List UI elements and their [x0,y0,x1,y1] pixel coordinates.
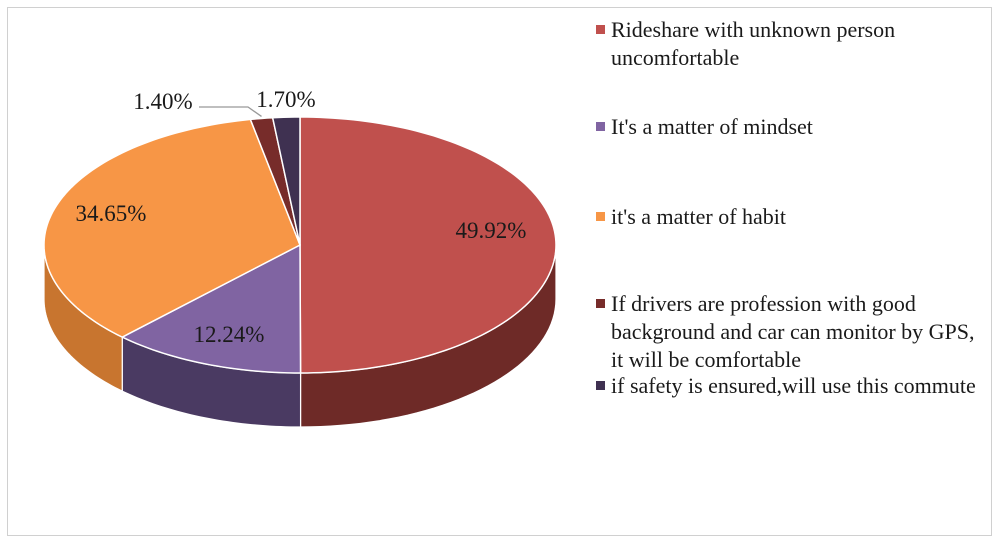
legend-label: It's a matter of mindset [611,114,813,139]
data-label: 49.92% [456,218,527,243]
legend-label: if safety is ensured,will use this commu… [611,373,976,398]
pie-leaders [199,106,262,117]
legend-label: If drivers are profession with good back… [611,291,975,372]
pie-slice [121,244,302,374]
pie-labels: 49.92% 12.24% 34.65% 1.40% 1.70% [76,87,527,347]
leader-line [199,106,262,117]
legend-item: if safety is ensured,will use this commu… [596,372,992,400]
data-label: 34.65% [76,201,147,226]
legend-swatch [596,25,605,34]
legend-item: It's a matter of mindset [596,113,992,141]
data-label: 1.70% [256,87,315,112]
legend-label: it's a matter of habit [611,204,787,229]
pie-tops [43,116,557,374]
pie-slice [43,118,301,338]
data-label: 1.40% [133,89,192,114]
pie-slice [271,116,301,246]
legend-item: it's a matter of habit [596,203,992,231]
legend-swatch [596,122,605,131]
legend-swatch [596,212,605,221]
pie-slice [299,116,557,374]
data-label: 12.24% [194,322,265,347]
legend-item: Rideshare with unknown person uncomforta… [596,16,992,72]
legend-item: If drivers are profession with good back… [596,290,992,374]
legend-swatch [596,299,605,308]
legend-label: Rideshare with unknown person uncomforta… [611,17,896,70]
legend-swatch [596,381,605,390]
